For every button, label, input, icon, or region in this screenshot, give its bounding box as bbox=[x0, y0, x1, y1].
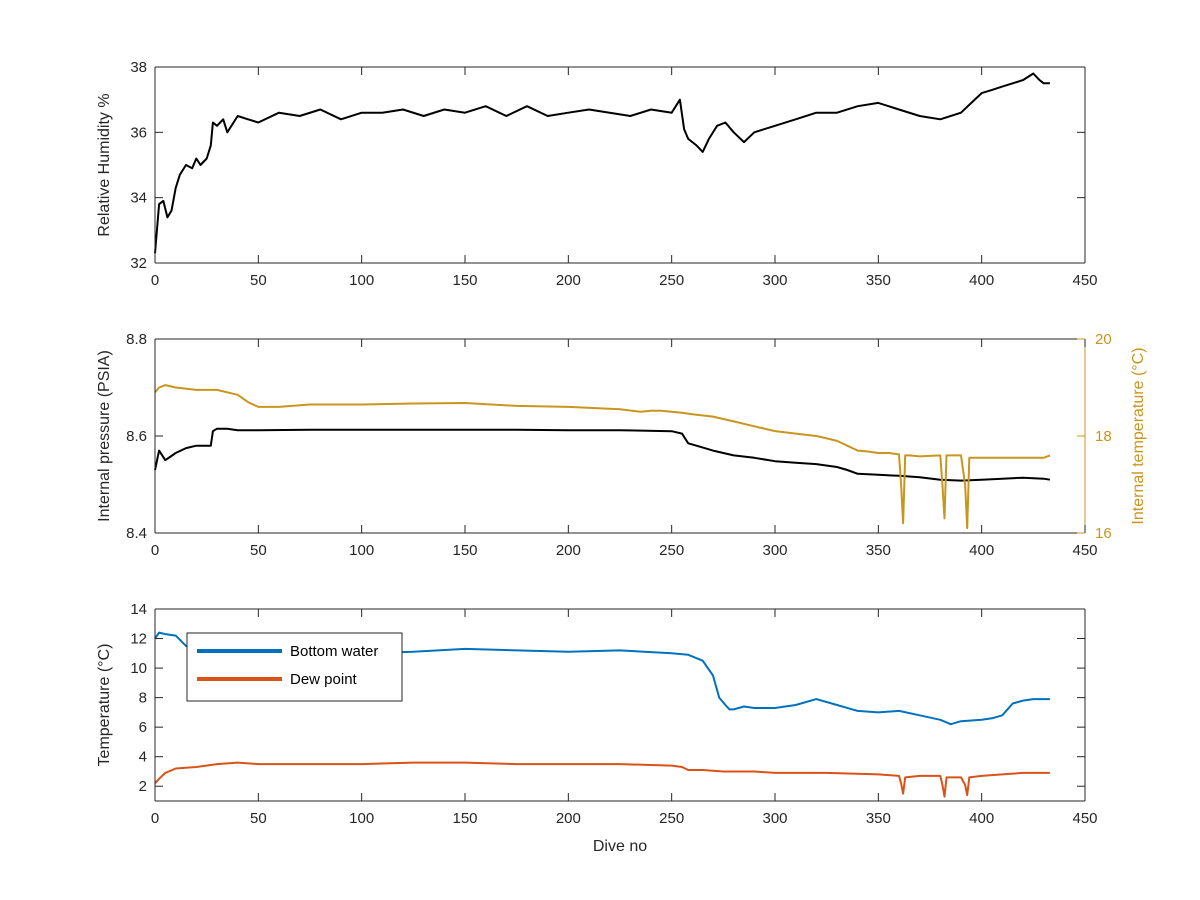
x-tick-label: 450 bbox=[1072, 272, 1097, 289]
x-tick-label: 400 bbox=[969, 810, 994, 827]
x-tick-label: 250 bbox=[659, 810, 684, 827]
axes-1: 0 50 100 150 200 250 300 350 400 450 32 34 36 38 Relat… bbox=[96, 59, 1098, 289]
y-tick-label: 4 bbox=[139, 749, 147, 766]
x-tick-label: 150 bbox=[452, 272, 477, 289]
x-tick-label: 50 bbox=[250, 542, 267, 559]
y-tick-label: 6 bbox=[139, 719, 147, 736]
x-tick-label: 0 bbox=[151, 272, 159, 289]
x-axis-label: Dive no bbox=[593, 838, 647, 855]
x-tick-label: 400 bbox=[969, 272, 994, 289]
y-axis-label: Relative Humidity % bbox=[96, 93, 113, 236]
y-tick-label: 10 bbox=[130, 660, 147, 677]
x-tick-label: 100 bbox=[349, 810, 374, 827]
x-tick-label: 0 bbox=[151, 542, 159, 559]
y-tick-label: 2 bbox=[139, 778, 147, 795]
x-tick-label: 350 bbox=[866, 542, 891, 559]
y-tick-label: 8.4 bbox=[126, 525, 147, 542]
axes-2: 0 50 100 150 200 250 300 350 400 450 8.4 8.6 8.8 16 18… bbox=[96, 331, 1147, 559]
x-tick-label: 150 bbox=[452, 810, 477, 827]
series-line-2-2 bbox=[154, 384, 1051, 530]
x-tick-label: 0 bbox=[151, 810, 159, 827]
y-tick-label: 38 bbox=[130, 59, 147, 76]
y-right-tick-label: 18 bbox=[1095, 428, 1112, 445]
y-tick-label: 8.8 bbox=[126, 331, 147, 348]
y-axis-label: Temperature (°C) bbox=[96, 644, 113, 767]
legend-label: Bottom water bbox=[290, 643, 378, 660]
x-tick-label: 200 bbox=[556, 542, 581, 559]
legend-label: Dew point bbox=[290, 671, 358, 688]
y-right-tick-label: 20 bbox=[1095, 331, 1112, 348]
y-tick-label: 32 bbox=[130, 255, 147, 272]
y-tick-label: 34 bbox=[130, 190, 147, 207]
y-right-tick-label: 16 bbox=[1095, 525, 1112, 542]
x-tick-label: 350 bbox=[866, 272, 891, 289]
x-tick-label: 100 bbox=[349, 542, 374, 559]
x-tick-label: 200 bbox=[556, 810, 581, 827]
y-tick-label: 36 bbox=[130, 124, 147, 141]
legend bbox=[186, 632, 403, 702]
x-tick-label: 400 bbox=[969, 542, 994, 559]
series-line-dew-point bbox=[154, 761, 1050, 798]
x-tick-label: 450 bbox=[1072, 542, 1097, 559]
y-tick-label: 8 bbox=[139, 690, 147, 707]
x-tick-label: 150 bbox=[452, 542, 477, 559]
x-tick-label: 300 bbox=[762, 810, 787, 827]
x-tick-label: 200 bbox=[556, 272, 581, 289]
axes-3: 0 50 100 150 200 250 300 350 400 450 2 4 6 8 10 12 14 Tem… bbox=[96, 601, 1098, 855]
x-tick-label: 450 bbox=[1072, 810, 1097, 827]
y-axis-label: Internal pressure (PSIA) bbox=[96, 350, 113, 522]
series-line-2-1 bbox=[154, 427, 1051, 482]
y-axis-right-label: Internal temperature (°C) bbox=[1130, 347, 1147, 524]
x-tick-label: 300 bbox=[762, 542, 787, 559]
x-tick-label: 350 bbox=[866, 810, 891, 827]
y-tick-label: 8.6 bbox=[126, 428, 147, 445]
y-tick-label: 12 bbox=[130, 631, 147, 648]
x-tick-label: 250 bbox=[659, 542, 684, 559]
x-tick-label: 50 bbox=[250, 810, 267, 827]
x-tick-label: 100 bbox=[349, 272, 374, 289]
y-tick-label: 14 bbox=[130, 601, 147, 618]
series-line-1-1 bbox=[154, 72, 1050, 254]
x-tick-label: 250 bbox=[659, 272, 684, 289]
x-tick-label: 300 bbox=[762, 272, 787, 289]
x-tick-label: 50 bbox=[250, 272, 267, 289]
